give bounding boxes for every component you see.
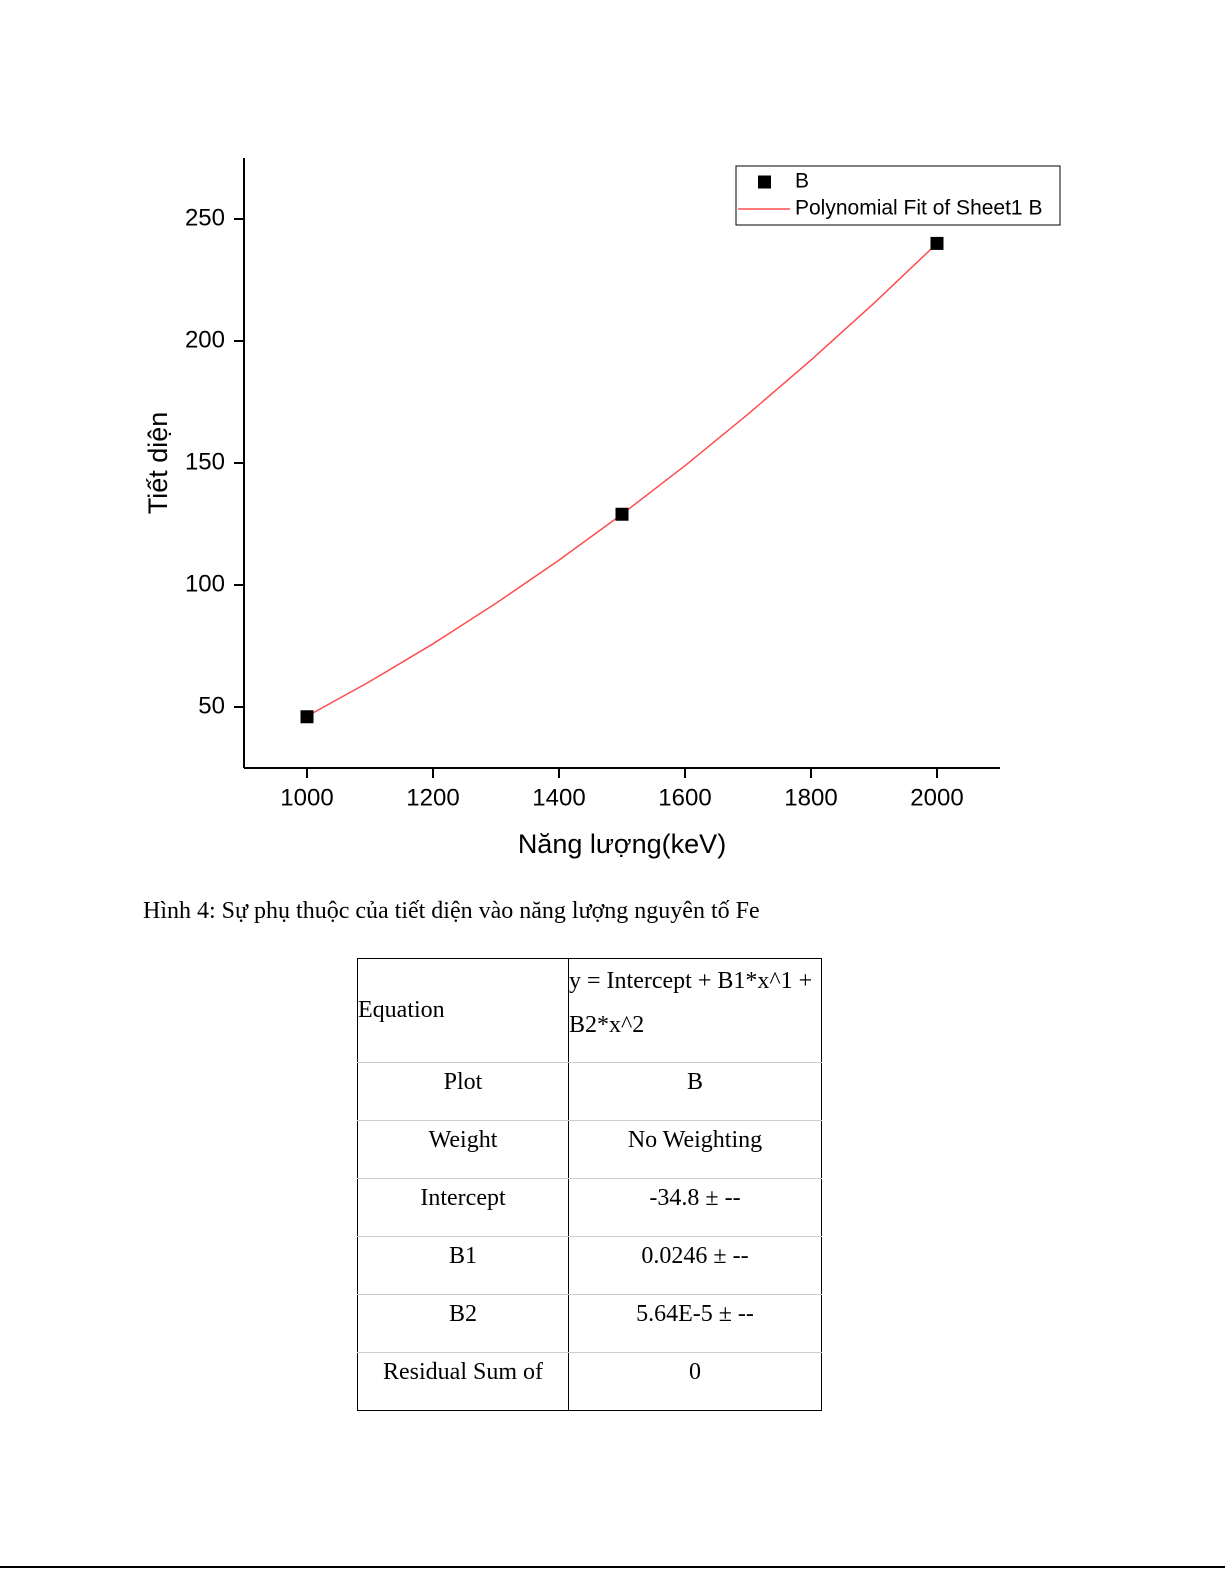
table-row: B2 5.64E-5 ± --: [357, 1294, 822, 1353]
table-row: Equation y = Intercept + B1*x^1 + B2*x^2: [357, 958, 822, 1063]
x-tick-label: 1000: [280, 784, 333, 811]
table-cell: B2: [357, 1294, 569, 1353]
fit-table: Equation y = Intercept + B1*x^1 + B2*x^2 P…: [357, 958, 822, 1411]
table-row: Plot B: [357, 1062, 822, 1121]
table-cell: 5.64E-5 ± --: [568, 1294, 822, 1353]
y-tick-label: 150: [185, 448, 225, 475]
caption: Hình 4: Sự phụ thuộc của tiết diện vào n…: [143, 898, 760, 924]
x-tick-label: 1600: [658, 784, 711, 811]
data-point: [615, 507, 629, 521]
table-row: Intercept -34.8 ± --: [357, 1178, 822, 1237]
y-tick-label: 100: [185, 570, 225, 597]
table-cell: y = Intercept + B1*x^1 + B2*x^2: [568, 958, 822, 1063]
table-cell: Residual Sum of: [357, 1352, 569, 1411]
table-row: Weight No Weighting: [357, 1120, 822, 1179]
table-cell: -34.8 ± --: [568, 1178, 822, 1237]
legend-marker: [758, 175, 771, 189]
x-tick-label: 1800: [784, 784, 837, 811]
table-row: Residual Sum of 0: [357, 1352, 822, 1411]
table-row: B1 0.0246 ± --: [357, 1236, 822, 1295]
table-cell: Intercept: [357, 1178, 569, 1237]
x-tick-label: 2000: [910, 784, 963, 811]
x-tick-label: 1200: [406, 784, 459, 811]
legend-box: [735, 165, 1061, 226]
y-tick-label: 50: [198, 692, 225, 719]
table-cell: B1: [357, 1236, 569, 1295]
legend-label: Polynomial Fit of Sheet1 B: [795, 197, 1042, 220]
x-axis-label: Năng lượng(keV): [518, 829, 726, 859]
fit-line: [306, 242, 938, 717]
table-cell: Equation: [357, 958, 569, 1063]
y-axis-label: Tiết diện: [143, 412, 173, 515]
y-tick-label: 250: [185, 204, 225, 231]
page-rule: [0, 1566, 1225, 1568]
table-cell: Weight: [357, 1120, 569, 1179]
chart: Năng lượng(keV) Tiết diện 50 100 150 200 250…: [143, 158, 1061, 859]
table-cell: 0: [568, 1352, 822, 1411]
table-cell: B: [568, 1062, 822, 1121]
table-cell: Plot: [357, 1062, 569, 1121]
data-point: [930, 236, 944, 250]
legend-label: B: [795, 170, 809, 193]
data-point: [300, 710, 314, 724]
table-cell: No Weighting: [568, 1120, 822, 1179]
y-tick-label: 200: [185, 326, 225, 353]
x-tick-label: 1400: [532, 784, 585, 811]
table-cell: 0.0246 ± --: [568, 1236, 822, 1295]
